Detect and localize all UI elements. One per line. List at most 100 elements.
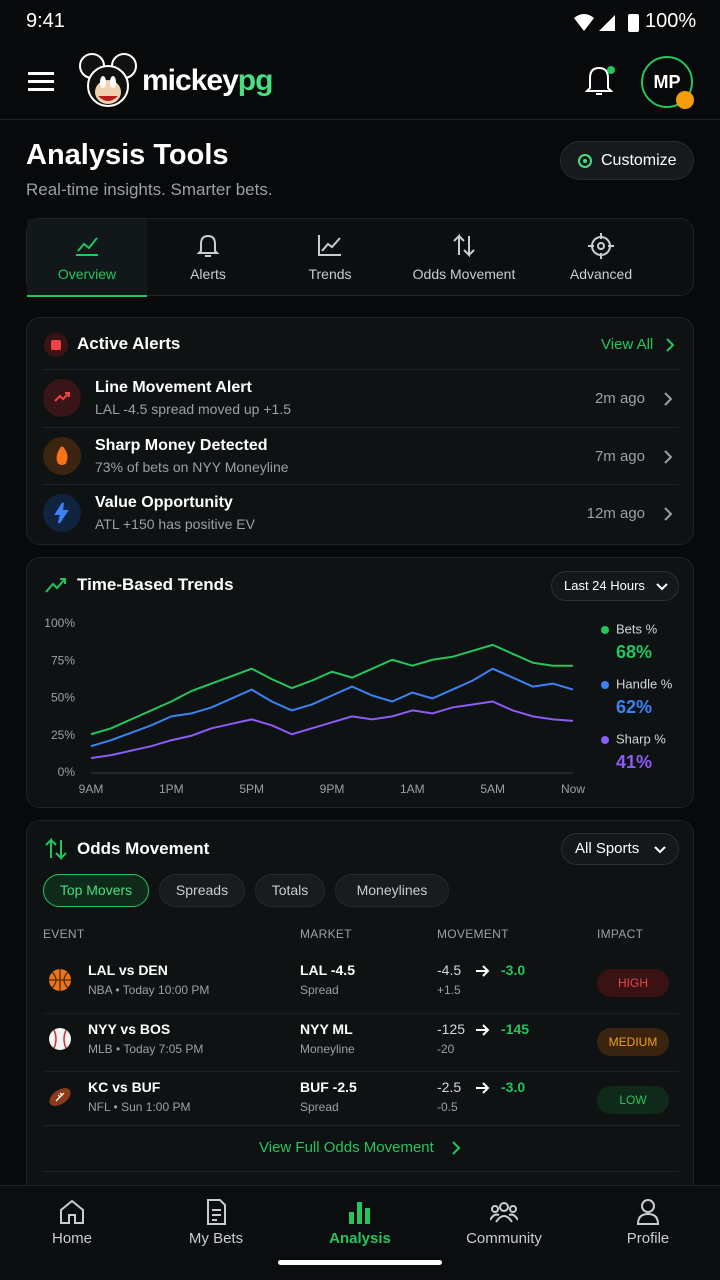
x-tick-label: 5AM bbox=[480, 782, 505, 796]
tab-icon bbox=[318, 235, 341, 256]
odds-to: -3.0 bbox=[501, 962, 526, 978]
range-label: Last 24 Hours bbox=[564, 578, 645, 593]
alert-row[interactable]: Sharp Money Detected 73% of bets on NYY M… bbox=[43, 426, 679, 484]
alerts-card: Active Alerts View All Line Movement Alert… bbox=[26, 317, 694, 545]
nav-label: Home bbox=[51, 1230, 92, 1247]
tab[interactable]: Overview bbox=[27, 219, 147, 297]
nav-icon bbox=[490, 1202, 518, 1223]
odds-icon bbox=[45, 838, 67, 860]
view-full-link[interactable]: View Full Odds Movement bbox=[259, 1139, 434, 1156]
nav-item[interactable]: Profile bbox=[588, 1186, 708, 1256]
event-name: NYY vs BOS bbox=[88, 1021, 171, 1037]
alert-icon bbox=[43, 494, 81, 532]
nav-item[interactable]: My Bets bbox=[156, 1186, 276, 1256]
alert-title: Value Opportunity bbox=[95, 494, 233, 511]
alert-time: 12m ago bbox=[586, 505, 645, 522]
odds-row[interactable]: KC vs BUF NFL • Sun 1:00 PM BUF -2.5 Spread… bbox=[43, 1071, 679, 1129]
legend-value: 68% bbox=[616, 642, 652, 662]
nav-item[interactable]: Home bbox=[12, 1186, 132, 1256]
tab-icon bbox=[76, 237, 98, 256]
status-icons bbox=[574, 14, 639, 32]
tab-label: Trends bbox=[308, 266, 352, 282]
y-tick-label: 50% bbox=[51, 691, 75, 705]
legend-name: Sharp % bbox=[616, 731, 666, 746]
odds-card: Odds Movement All Sports Top Movers Spreads… bbox=[26, 820, 694, 1240]
nav-item[interactable]: Analysis bbox=[300, 1186, 420, 1256]
market-type: Moneyline bbox=[300, 1042, 355, 1056]
alert-row[interactable]: Value Opportunity ATL +150 has positive E… bbox=[43, 484, 679, 541]
nav-label: Profile bbox=[626, 1230, 670, 1247]
legend-dot bbox=[601, 736, 609, 744]
impact-badge: HIGH bbox=[597, 969, 669, 997]
tab-label: Advanced bbox=[569, 266, 633, 282]
series-line bbox=[90, 667, 574, 748]
tab[interactable]: Odds Movement bbox=[391, 219, 537, 297]
filter-chip[interactable]: Totals bbox=[255, 874, 325, 907]
tab-label: Alerts bbox=[190, 266, 226, 282]
nav-item[interactable]: Community bbox=[444, 1186, 564, 1256]
legend-value: 62% bbox=[616, 697, 652, 717]
tab-label: Overview bbox=[57, 266, 117, 282]
nav-label: My Bets bbox=[188, 1230, 244, 1247]
market: LAL -4.5 bbox=[300, 962, 355, 978]
status-time: 9:41 bbox=[26, 10, 65, 32]
sport-icon bbox=[49, 969, 71, 991]
avatar-initials: MP bbox=[653, 72, 681, 92]
notification-bell[interactable] bbox=[584, 64, 618, 98]
legend-dot bbox=[601, 681, 609, 689]
odds-to: -145 bbox=[501, 1021, 530, 1037]
alert-time: 2m ago bbox=[594, 390, 645, 407]
event-name: LAL vs DEN bbox=[88, 962, 168, 978]
odds-change: +1.5 bbox=[437, 983, 461, 997]
dropdown-caret bbox=[654, 846, 666, 854]
avatar[interactable]: MP bbox=[641, 56, 693, 108]
customize-button[interactable]: Customize bbox=[560, 141, 694, 180]
series-line bbox=[90, 700, 574, 760]
x-tick-label: 5PM bbox=[239, 782, 264, 796]
arrow bbox=[476, 1082, 490, 1094]
alert-detail: 73% of bets on NYY Moneyline bbox=[95, 458, 289, 475]
tab[interactable]: Alerts bbox=[147, 219, 269, 297]
market-type: Spread bbox=[300, 983, 339, 997]
odds-row[interactable]: NYY vs BOS MLB • Today 7:05 PM NYY ML Money… bbox=[43, 1013, 679, 1071]
brand-accent: pg bbox=[237, 64, 274, 97]
sport-filter[interactable]: All Sports bbox=[561, 833, 679, 865]
x-tick-label: 1AM bbox=[400, 782, 425, 796]
footer-divider bbox=[43, 1171, 679, 1172]
range-dropdown[interactable]: Last 24 Hours bbox=[551, 571, 679, 601]
alerts-icon bbox=[44, 333, 68, 357]
nav-icon bbox=[60, 1199, 84, 1224]
legend-name: Bets % bbox=[616, 621, 658, 636]
odds-row[interactable]: LAL vs DEN NBA • Today 10:00 PM LAL -4.5 Sp… bbox=[43, 955, 679, 1013]
market-type: Spread bbox=[300, 1100, 339, 1114]
filter-chip[interactable]: Moneylines bbox=[335, 874, 449, 907]
page-subtitle: Real-time insights. Smarter bets. bbox=[26, 180, 273, 199]
tab-label: Odds Movement bbox=[412, 266, 516, 282]
x-tick-label: 9PM bbox=[320, 782, 345, 796]
menu-button[interactable] bbox=[28, 70, 56, 94]
legend-dot bbox=[601, 626, 609, 634]
footer-divider bbox=[43, 1125, 679, 1126]
alert-row[interactable]: Line Movement Alert LAL -4.5 spread moved… bbox=[43, 369, 679, 426]
arrow bbox=[476, 965, 490, 977]
column-header: EVENT bbox=[43, 927, 85, 941]
chevron bbox=[452, 1141, 461, 1155]
tab[interactable]: Advanced bbox=[537, 219, 665, 297]
view-all-link[interactable]: View All bbox=[601, 336, 654, 353]
tab-icon bbox=[588, 233, 614, 259]
filter-chip[interactable]: Top Movers bbox=[43, 874, 149, 907]
dropdown-caret bbox=[656, 583, 668, 591]
x-tick-label: Now bbox=[561, 782, 585, 796]
sport-icon bbox=[49, 1028, 71, 1050]
event-meta: MLB • Today 7:05 PM bbox=[88, 1042, 204, 1056]
y-tick-label: 25% bbox=[51, 728, 75, 742]
page-title: Analysis Tools bbox=[26, 139, 229, 171]
card-title: Active Alerts bbox=[77, 334, 181, 353]
odds-change: -0.5 bbox=[437, 1100, 458, 1114]
filter-chip[interactable]: Spreads bbox=[159, 874, 245, 907]
x-tick-label: 1PM bbox=[159, 782, 184, 796]
nav-icon bbox=[207, 1199, 226, 1225]
chevron bbox=[666, 338, 675, 352]
tab[interactable]: Trends bbox=[269, 219, 391, 297]
